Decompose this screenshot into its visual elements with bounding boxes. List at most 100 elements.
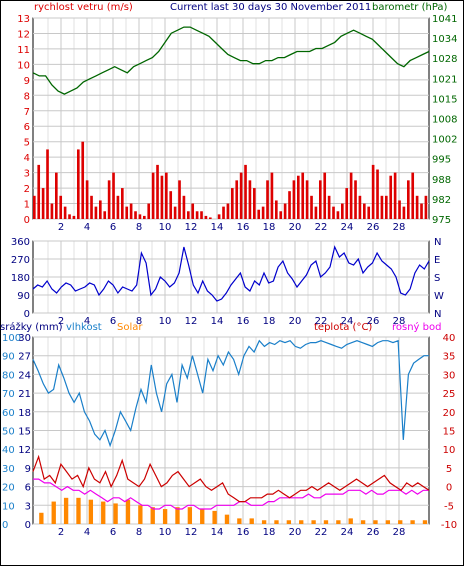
solar-bar — [101, 501, 106, 524]
wind-bar — [253, 188, 256, 219]
wind-bar — [415, 195, 419, 219]
x-tick-label: 2 — [58, 222, 64, 233]
x-tick-label: 14 — [211, 527, 224, 538]
x-tick-label: 6 — [110, 527, 116, 538]
left-tick-label: 4 — [24, 153, 30, 164]
legend-vlhkost: vlhkost — [66, 322, 102, 333]
x-tick-label: 14 — [211, 316, 224, 327]
wind-bar — [107, 180, 111, 219]
left-tick-label: 360 — [11, 237, 30, 248]
solar-bar — [113, 503, 118, 524]
wind-bar — [424, 195, 428, 219]
temperature-line — [32, 454, 430, 503]
right-tick-label: 1002 — [432, 135, 457, 146]
wind-bar — [63, 206, 67, 219]
x-tick-label: 22 — [315, 527, 328, 538]
humidity-tick-label: 80 — [2, 370, 15, 381]
x-tick-label: 8 — [136, 316, 142, 327]
left-tick-label: 90 — [17, 291, 30, 302]
x-tick-label: 2 — [58, 527, 64, 538]
x-tick-label: 12 — [185, 222, 198, 233]
wind-bar — [336, 211, 340, 219]
humidity-tick-label: 90 — [2, 352, 15, 363]
solar-bar — [162, 509, 168, 524]
solar-bar — [311, 520, 316, 524]
rain-tick-label: 21 — [18, 389, 31, 400]
wind-bar — [297, 175, 300, 219]
right-tick-label: 1008 — [432, 115, 457, 126]
wind-bar — [165, 172, 168, 219]
x-tick-label: 2 — [58, 316, 64, 327]
right-tick-label: 1041 — [432, 14, 457, 25]
left-tick-label: 0 — [24, 215, 30, 226]
solar-bar — [51, 501, 56, 524]
wind-bar — [116, 195, 120, 219]
wind-bar — [143, 215, 146, 219]
humidity-tick-label: 50 — [2, 427, 15, 438]
wind-bar — [367, 206, 371, 219]
wind-bar — [248, 180, 252, 219]
x-tick-label: 6 — [110, 222, 116, 233]
x-tick-label: 12 — [185, 316, 198, 327]
humidity-tick-label: 100 — [2, 333, 21, 344]
left-tick-label: 3 — [24, 169, 30, 180]
wind-bar — [301, 172, 305, 219]
plots-layer: 2 4 6 8 10 12 14 16 18 20 22 24 26 282 4 6 8 10 12 14 16 18 20… — [2, 14, 457, 538]
temp-tick-label: 30 — [443, 370, 456, 381]
solar-bar — [385, 520, 391, 524]
solar-bar — [398, 520, 403, 524]
x-tick-label: 10 — [159, 316, 172, 327]
right-tick-label: S — [434, 273, 440, 284]
x-tick-label: 22 — [315, 222, 328, 233]
humidity-tick-label: 10 — [2, 501, 15, 512]
wind-bar — [239, 172, 243, 219]
wind-bar — [358, 195, 362, 219]
wind-bar — [389, 175, 393, 219]
x-tick-label: 26 — [367, 527, 380, 538]
solar-bar — [212, 510, 217, 524]
wind-bar — [195, 211, 199, 219]
x-tick-label: 28 — [393, 527, 406, 538]
legend-teplota: teplota (°C) — [314, 322, 372, 333]
wind-bar — [156, 164, 159, 219]
temp-tick-label: 20 — [443, 408, 456, 419]
wind-bar — [376, 169, 379, 219]
solar-bar — [63, 497, 69, 524]
rain-tick-label: 30 — [18, 333, 31, 344]
wind-bar — [283, 203, 287, 219]
wind-bar — [261, 206, 265, 219]
x-tick-label: 16 — [237, 222, 250, 233]
temp-tick-label: 35 — [443, 352, 456, 363]
x-tick-label: 18 — [263, 222, 276, 233]
chart-title: Current last 30 days 30 November 2011 — [170, 2, 371, 13]
wind-bar — [178, 180, 181, 219]
rain-tick-label: 9 — [25, 464, 31, 475]
wind-bar — [147, 203, 151, 219]
solar-bar — [261, 520, 267, 524]
wind-bar — [226, 203, 230, 219]
left-tick-label: 5 — [24, 138, 30, 149]
x-tick-label: 24 — [341, 222, 354, 233]
pressure-line — [32, 26, 430, 95]
solar-bar — [286, 520, 292, 524]
solar-bar — [299, 520, 304, 524]
wind-bar — [129, 203, 133, 219]
wind-bar — [151, 172, 155, 219]
right-tick-label: 1028 — [432, 54, 457, 65]
legend-srazky: srážky (mm) — [0, 321, 63, 333]
left-tick-label: 8 — [24, 91, 30, 102]
wind-bar — [275, 200, 278, 219]
x-tick-label: 10 — [159, 527, 172, 538]
temp-tick-label: 5 — [446, 464, 452, 475]
temp-tick-label: 0 — [446, 483, 452, 494]
wind-bar — [112, 172, 115, 219]
solar-bar — [373, 520, 378, 524]
humidity-tick-label: 40 — [2, 445, 15, 456]
wind-bar — [103, 211, 107, 219]
wind-bar — [411, 172, 415, 219]
wind-bar — [138, 214, 142, 219]
pressure-axis-label: barometr (hPa) — [372, 2, 448, 13]
rain-tick-label: 6 — [25, 483, 31, 494]
wind-bar — [173, 206, 177, 219]
humidity-tick-label: 20 — [2, 483, 15, 494]
